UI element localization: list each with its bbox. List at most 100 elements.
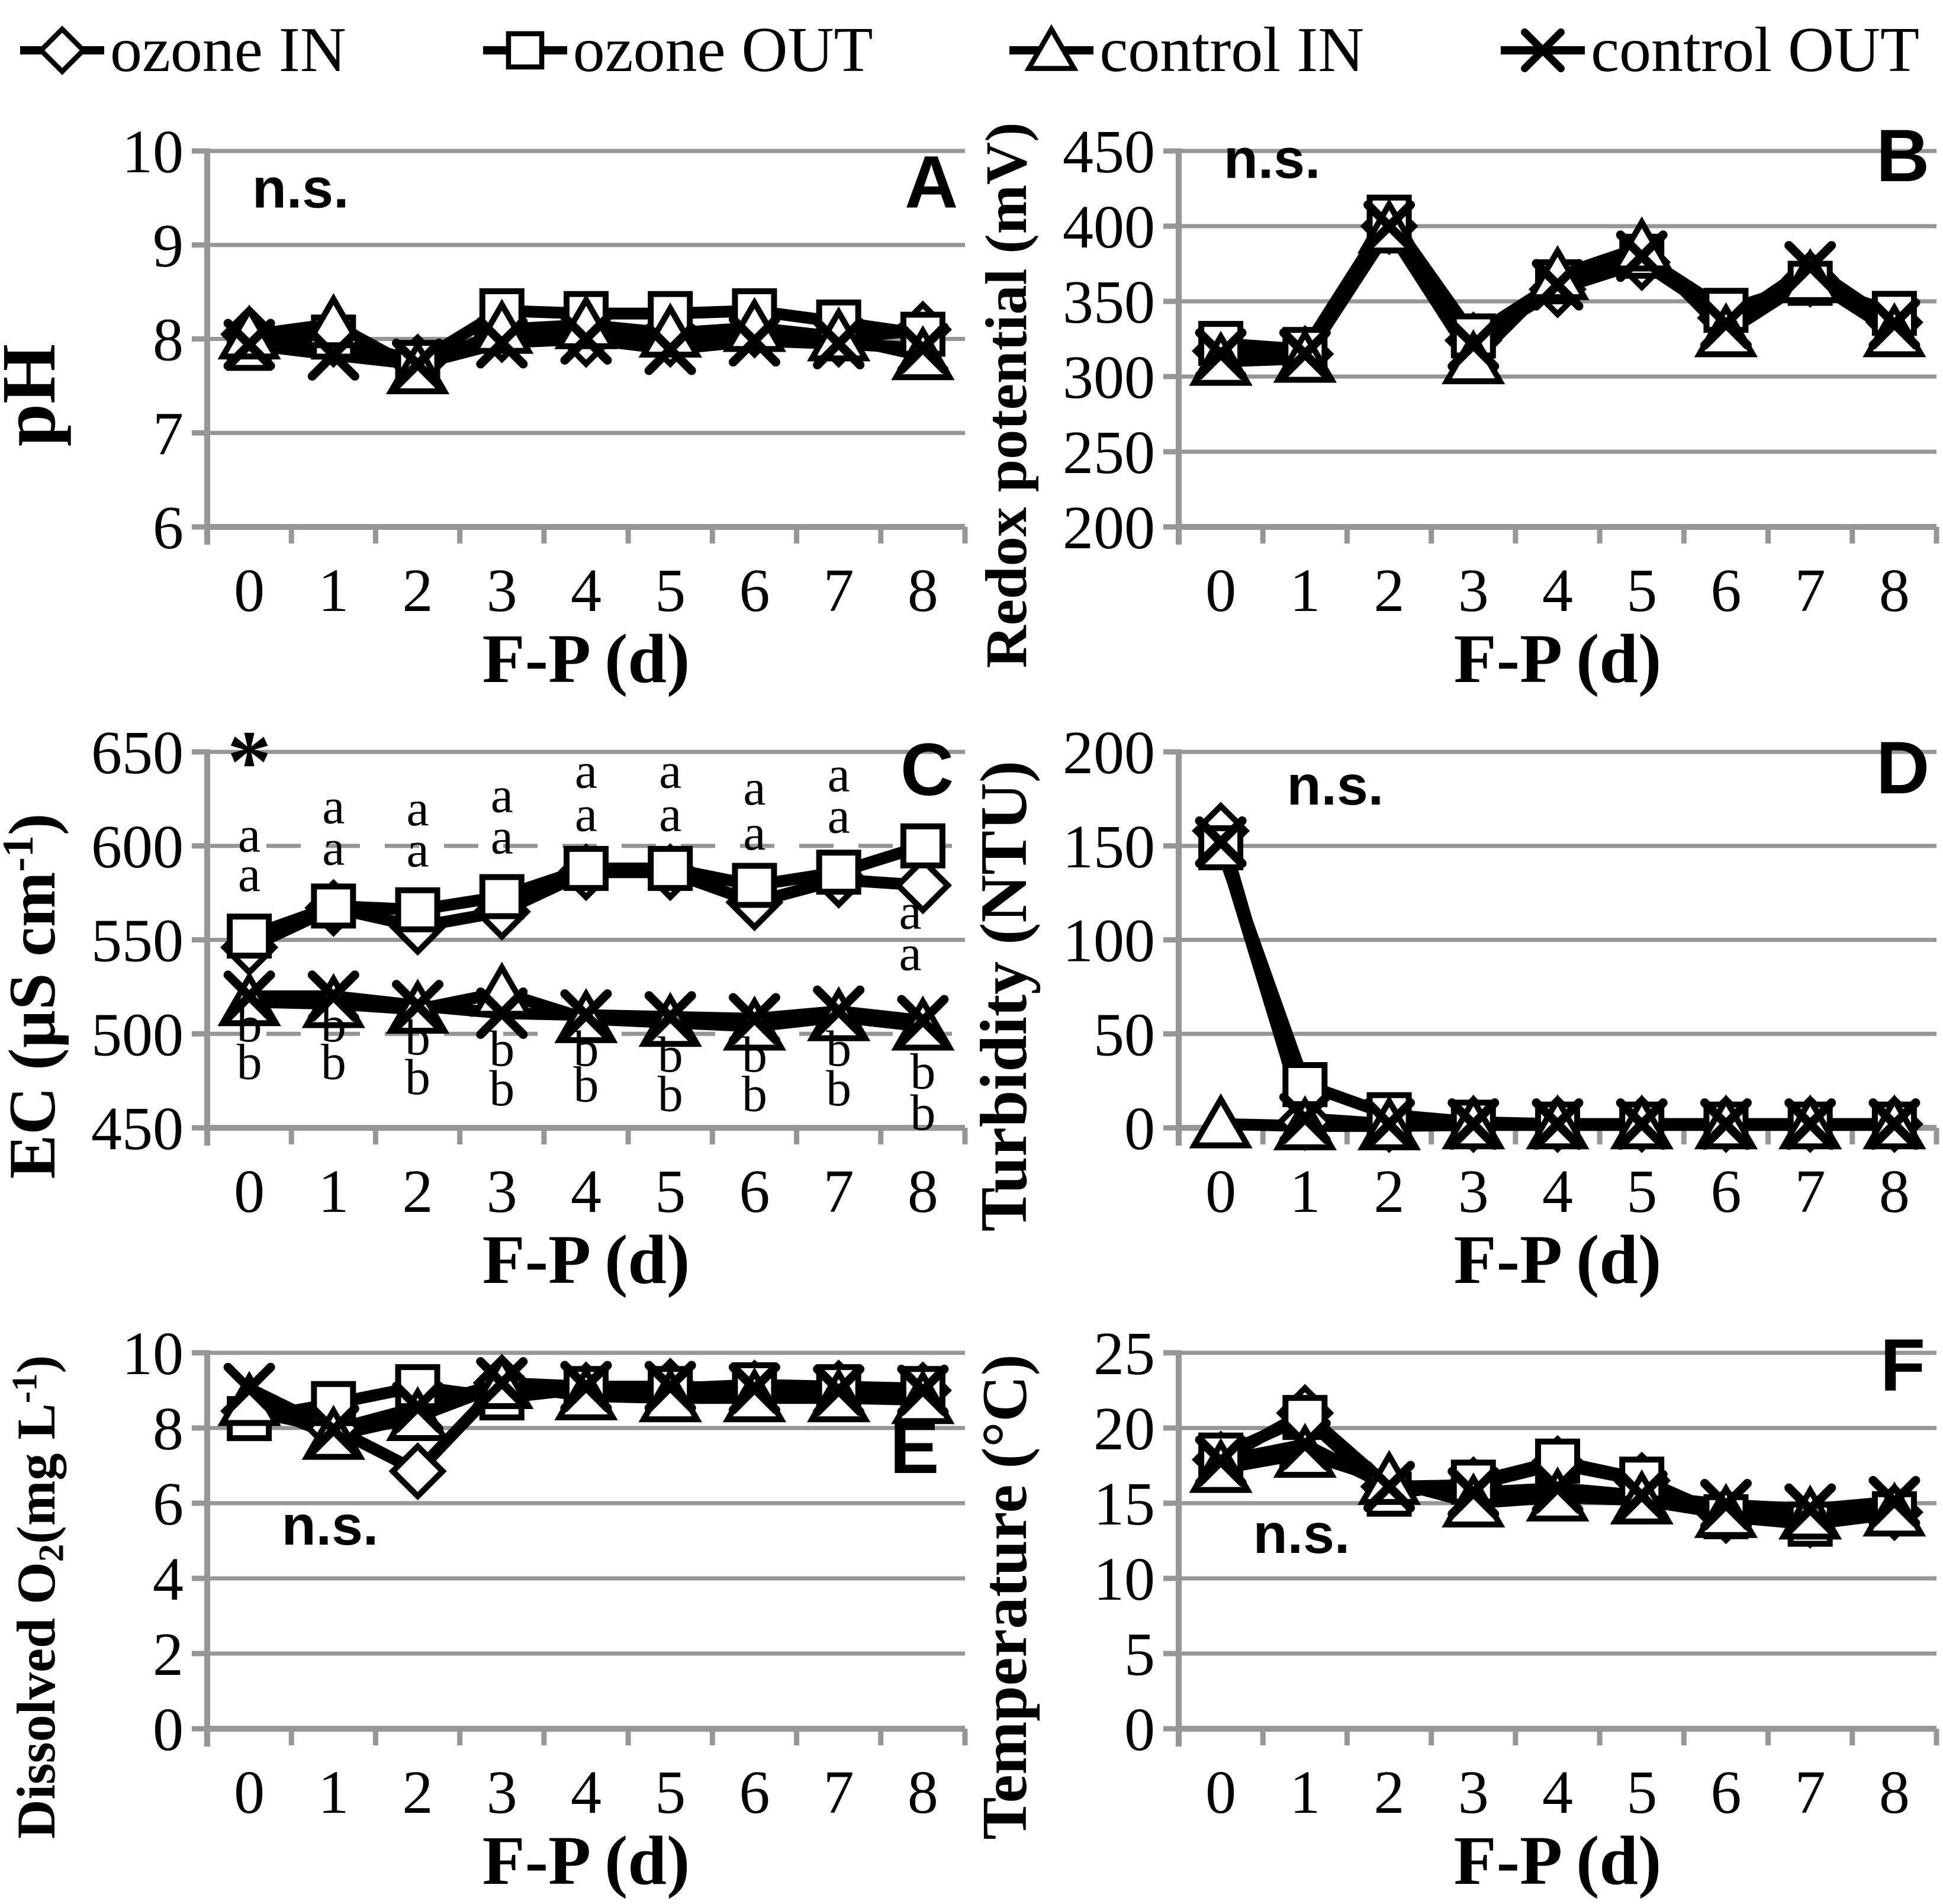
- x-marker-icon: [1532, 259, 1584, 311]
- x-marker-icon: [1195, 328, 1247, 380]
- series-markers-control-out: [1195, 816, 1921, 1150]
- x-tick-label: 6: [1710, 1758, 1741, 1826]
- x-tick-label: 7: [823, 557, 854, 625]
- x-marker-icon: [644, 1361, 696, 1413]
- legend-label: control IN: [1099, 15, 1365, 85]
- sig-letter-b: b: [489, 1060, 514, 1117]
- sig-letter-a: a: [406, 821, 429, 878]
- x-axis-title: F-P (d): [482, 620, 690, 697]
- x-tick-label: 7: [1795, 557, 1826, 625]
- y-tick-label: 150: [1063, 813, 1155, 881]
- x-marker-icon: [223, 1362, 275, 1414]
- x-tick-label: 0: [1205, 1758, 1236, 1826]
- sig-letter-a: a: [238, 845, 260, 902]
- y-tick-label: 10: [122, 118, 184, 186]
- x-marker-icon: [223, 970, 275, 1022]
- x-tick-label: 4: [571, 557, 601, 625]
- diamond-marker-icon: [388, 1442, 447, 1501]
- legend-item-ozone-in: ozone IN: [18, 18, 346, 83]
- y-tick-label: 550: [91, 907, 184, 975]
- x-marker-icon: [1700, 1479, 1752, 1531]
- y-tick-label: 250: [1063, 419, 1155, 487]
- square-marker-icon: [506, 31, 544, 70]
- square-marker-icon: [900, 823, 945, 869]
- legend-label: control OUT: [1591, 15, 1919, 85]
- y-tick-label: 650: [91, 719, 184, 787]
- chart-svg-C: 450 500 550 600 650 0 1 2 3 4 5 6 7 8 F-P (d) EC (µS cm…: [0, 713, 968, 1298]
- sig-letter-a: a: [322, 819, 345, 876]
- x-marker-icon: [1616, 230, 1668, 282]
- y-tick-label: 9: [153, 212, 184, 280]
- x-marker-icon: [1363, 200, 1416, 252]
- y-tick-label: 10: [1093, 1545, 1155, 1613]
- y-tick-label: 15: [1093, 1470, 1155, 1538]
- ns-annotation: n.s.: [1287, 754, 1384, 817]
- sig-letter-b: b: [405, 1009, 430, 1066]
- x-tick-label: 8: [1879, 557, 1910, 625]
- x-marker-icon: [1195, 1435, 1247, 1487]
- x-marker-icon: [392, 980, 444, 1032]
- x-marker-icon: [1447, 1466, 1500, 1519]
- ns-annotation: n.s.: [252, 157, 349, 220]
- x-marker-icon: [1532, 1462, 1584, 1514]
- series-markers-control-out: [1195, 200, 1921, 380]
- x-tick-label: 8: [908, 1157, 938, 1226]
- x-tick-label: 6: [739, 1157, 770, 1226]
- x-tick-label: 7: [1795, 1157, 1826, 1226]
- x-tick-label: 3: [487, 1157, 517, 1226]
- y-tick-label: 6: [153, 494, 184, 562]
- series-markers-control-out: [223, 970, 949, 1047]
- y-tick-label: 400: [1063, 193, 1155, 261]
- diamond-marker-icon: [20, 25, 104, 75]
- series-markers-control-in: [217, 1353, 955, 1460]
- x-tick-label: 0: [234, 1758, 265, 1826]
- diamond-marker-icon: [893, 856, 952, 915]
- panel-ec: 450 500 550 600 650 0 1 2 3 4 5 6 7 8 F-P (d) EC (µS cm…: [0, 702, 972, 1302]
- y-tick-label: 500: [91, 1001, 184, 1069]
- x-tick-label: 0: [234, 1157, 265, 1226]
- series-markers-control-out: [1195, 1419, 1921, 1535]
- x-marker-icon: [1363, 1461, 1416, 1513]
- y-tick-label: 4: [153, 1545, 184, 1613]
- x-axis-title: F-P (d): [1454, 1822, 1662, 1899]
- x-marker-icon: [1784, 1098, 1836, 1150]
- sig-letter-a: a: [491, 808, 513, 864]
- panel-redox-potential: 200 250 300 350 400 450 0 1 2 3 4 5 6 7 8 F-P (d) Redox …: [972, 101, 1943, 702]
- sig-letter-a: a: [575, 742, 597, 799]
- x-marker-icon: [307, 970, 359, 1022]
- x-tick-label: 6: [1710, 557, 1741, 625]
- x-marker-icon: [1784, 241, 1836, 293]
- x-tick-label: 1: [1289, 1157, 1320, 1226]
- x-tick-label: 6: [1710, 1157, 1741, 1226]
- x-marker-icon: [813, 1365, 865, 1416]
- x-tick-label: 5: [655, 1758, 686, 1826]
- x-marker-icon: [1616, 1469, 1668, 1522]
- x-marker-icon: [1868, 298, 1921, 350]
- sig-letter-b: b: [910, 1084, 935, 1141]
- panel-temperature: 0 5 10 15 20 25 0 1 2 3 4 5 6 7 8 F-P (d) Temperature (°…: [972, 1302, 1943, 1903]
- panel-letter: B: [1876, 115, 1929, 197]
- y-tick-label: 450: [91, 1095, 184, 1163]
- x-marker-icon: [1700, 298, 1752, 350]
- sig-letter-a: a: [238, 806, 260, 863]
- x-marker-icon: [307, 329, 359, 381]
- x-tick-label: 3: [1458, 1758, 1489, 1826]
- x-axis-title: F-P (d): [482, 1221, 690, 1298]
- x-marker-icon: [813, 317, 865, 369]
- triangle-marker-icon: [1024, 24, 1079, 71]
- panel-dissolved-o2: 0 2 4 6 8 10 0 1 2 3 4 5 6 7 8 F-P (d) Dissolved O2(mg L…: [0, 1302, 972, 1903]
- x-marker-icon: [476, 987, 528, 1039]
- x-marker-icon: [1447, 319, 1500, 371]
- x-marker-icon: [728, 993, 780, 1045]
- x-tick-label: 1: [318, 557, 349, 625]
- chart-svg-B: 200 250 300 350 400 450 0 1 2 3 4 5 6 7 8 F-P (d) Redox …: [973, 115, 1939, 697]
- x-marker-icon: [1195, 816, 1247, 868]
- x-marker-icon: [897, 322, 949, 374]
- x-tick-label: 2: [1374, 1157, 1405, 1226]
- x-axis-title: F-P (d): [1454, 1221, 1662, 1298]
- x-marker-icon: [560, 313, 612, 365]
- x-tick-label: 5: [655, 1157, 686, 1226]
